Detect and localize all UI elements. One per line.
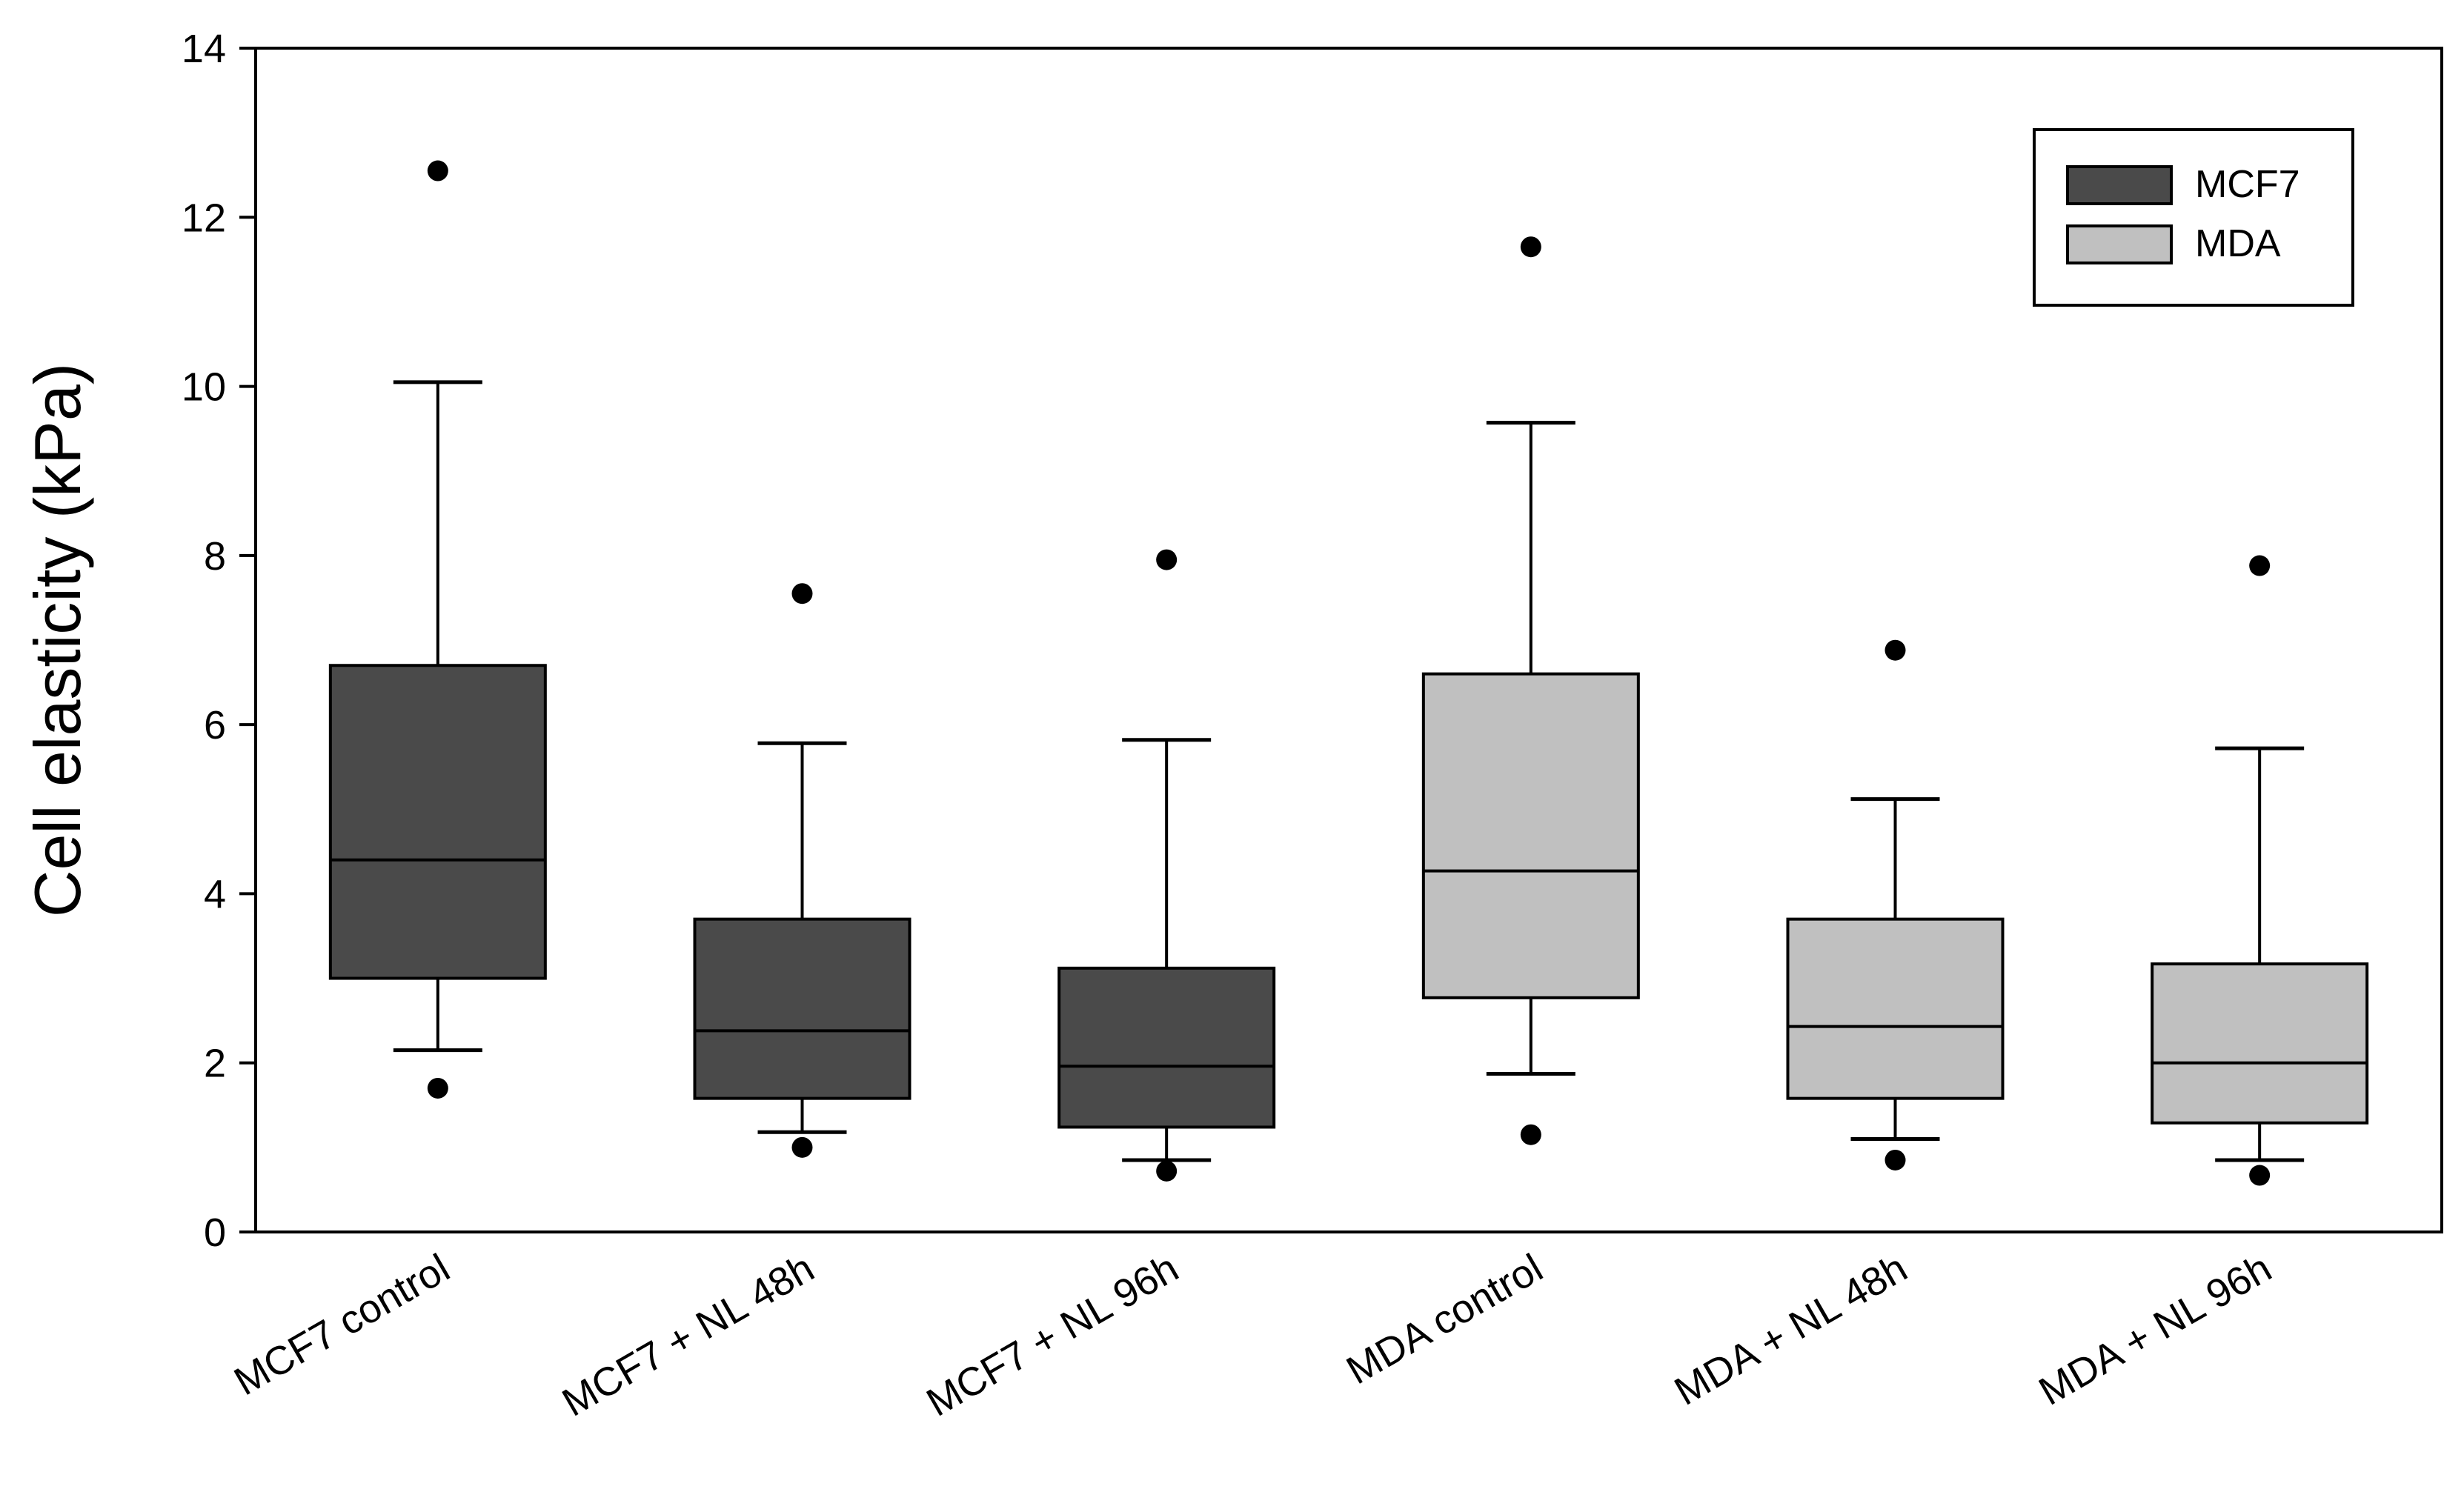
outlier-point xyxy=(1884,1149,1906,1170)
legend-label-mcf7: MCF7 xyxy=(2195,163,2300,206)
outlier-point xyxy=(427,1077,448,1099)
outlier-point xyxy=(1520,236,1541,258)
legend-frame xyxy=(2033,128,2354,307)
box-mcf7-nl-96h xyxy=(1057,549,1276,1182)
y-axis-ticks: 0 2 4 6 8 10 12 14 xyxy=(182,27,256,1255)
y-axis-label: Cell elasticity (kPa) xyxy=(21,363,94,917)
iqr-box xyxy=(2151,962,2369,1125)
legend-swatch-mcf7 xyxy=(2066,165,2173,205)
x-tick-label: MCF7 + NL 48h xyxy=(555,1245,822,1425)
outlier-point xyxy=(2249,1165,2271,1186)
iqr-box xyxy=(1786,917,2005,1100)
y-tick-label: 2 xyxy=(204,1042,226,1086)
x-tick-label: MCF7 control xyxy=(227,1245,457,1404)
x-tick-label: MDA + NL 96h xyxy=(2031,1245,2279,1413)
y-tick-label: 14 xyxy=(182,27,226,71)
outlier-point xyxy=(1156,549,1178,570)
y-tick-label: 4 xyxy=(204,872,226,916)
outlier-point xyxy=(2249,555,2271,576)
y-tick-label: 10 xyxy=(182,365,226,410)
legend-label-mda: MDA xyxy=(2195,222,2281,265)
outlier-point xyxy=(791,1136,813,1158)
box-mda-nl-96h xyxy=(2151,555,2369,1186)
outlier-point xyxy=(791,583,813,605)
iqr-box xyxy=(693,917,911,1100)
y-tick-label: 0 xyxy=(204,1210,226,1255)
outlier-point xyxy=(1520,1124,1541,1145)
y-tick-label: 8 xyxy=(204,534,226,579)
box-mda-control xyxy=(1421,236,1640,1145)
y-tick-label: 12 xyxy=(182,196,226,240)
box-mcf7-control xyxy=(328,160,547,1099)
x-tick-label: MDA + NL 48h xyxy=(1667,1245,1915,1413)
x-tick-label: MCF7 + NL 96h xyxy=(919,1245,1186,1425)
x-axis-tick-labels: MCF7 control MCF7 + NL 48h MCF7 + NL 96h MD… xyxy=(227,1245,2279,1425)
plot-frame xyxy=(254,47,2443,1233)
box-mda-nl-48h xyxy=(1786,639,2005,1170)
box-mcf7-nl-48h xyxy=(693,583,911,1158)
outlier-point xyxy=(1884,639,1906,661)
legend: MCF7 MDA xyxy=(2033,128,2354,307)
x-tick-label: MDA control xyxy=(1339,1245,1550,1393)
box-series xyxy=(328,160,2369,1186)
iqr-box xyxy=(1057,966,1276,1129)
iqr-box xyxy=(1421,672,1640,999)
outlier-point xyxy=(1156,1160,1178,1182)
iqr-box xyxy=(328,664,547,980)
legend-swatch-mda xyxy=(2066,224,2173,264)
y-tick-label: 6 xyxy=(204,703,226,747)
outlier-point xyxy=(427,160,448,181)
